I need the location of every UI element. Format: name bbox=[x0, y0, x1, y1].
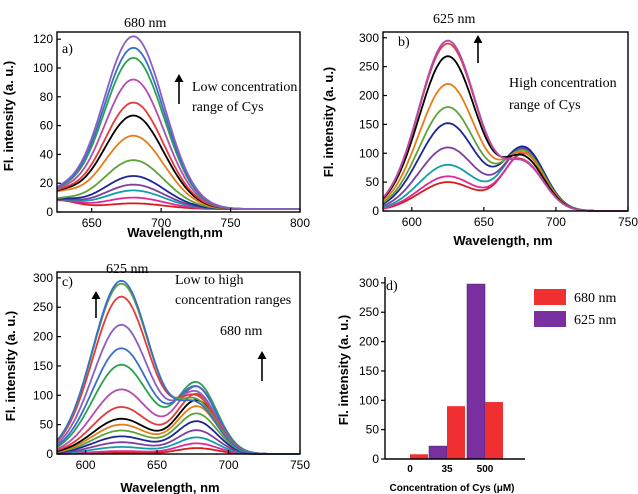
panel-b-ytick-label: 150 bbox=[359, 117, 379, 131]
panel-a-note-line1: Low concentration bbox=[192, 80, 297, 95]
panel-b-xtick-label: 750 bbox=[618, 215, 638, 229]
panel-a-xtick-label: 700 bbox=[151, 216, 171, 230]
panel-c-label: c) bbox=[62, 275, 73, 290]
panel-c-series-line bbox=[56, 282, 300, 455]
panel-b-xtick-label: 650 bbox=[474, 215, 494, 229]
panel-b-label: b) bbox=[398, 35, 410, 50]
panel-c-xtick-label: 650 bbox=[147, 458, 167, 472]
panel-b-peak-annotation: 625 nm bbox=[433, 12, 476, 27]
panel-b-frame bbox=[382, 31, 629, 212]
panel-a-label: a) bbox=[62, 42, 73, 57]
panel-d-axes: 0 35 500 0 50 100 150 200 250 300 bbox=[359, 276, 525, 475]
panel-b-ytick-label: 100 bbox=[359, 146, 379, 160]
panel-d-ytick-label: 100 bbox=[359, 393, 379, 407]
panel-c-xtick-label: 700 bbox=[219, 458, 239, 472]
panel-a-ytick-label: 100 bbox=[33, 61, 53, 75]
panel-d-xlabel: Concentration of Cys (μM) bbox=[389, 483, 514, 494]
panel-c: 0 50 100 150 200 250 300 600 650 700 750 c) 625 nm… bbox=[3, 262, 310, 494]
panel-c-note-line1: Low to high bbox=[175, 273, 243, 288]
panel-a-xlabel: Wavelength,nm bbox=[127, 225, 223, 240]
legend-swatch-625 bbox=[534, 311, 566, 327]
panel-b-arrow-head bbox=[473, 35, 483, 43]
panel-c-ylabel: Fl. intensity (a. u.) bbox=[3, 311, 18, 422]
legend-label-625: 625 nm bbox=[574, 313, 617, 328]
panel-c-ytick-label: 0 bbox=[46, 447, 53, 461]
panel-d-ytick-label: 250 bbox=[359, 305, 379, 319]
panel-d-ytick-label: 300 bbox=[359, 276, 379, 290]
panel-d-category-label: 35 bbox=[441, 464, 453, 475]
panel-b-curves bbox=[382, 39, 628, 212]
panel-c-ytick-label: 50 bbox=[40, 418, 54, 432]
panel-c-ytick-label: 200 bbox=[33, 330, 53, 344]
panel-a-ylabel: Fl. intensity (a. u.) bbox=[1, 61, 16, 172]
panel-b-series-line bbox=[382, 39, 628, 212]
panel-c-xtick-label: 750 bbox=[290, 458, 310, 472]
panel-d-category-label: 0 bbox=[407, 464, 413, 475]
panel-c-peak2-annotation: 680 nm bbox=[220, 324, 263, 339]
panel-c-ytick-label: 300 bbox=[33, 271, 53, 285]
panel-d-label: d) bbox=[386, 279, 398, 294]
panel-c-ytick-label: 150 bbox=[33, 359, 53, 373]
panel-b-ytick-label: 300 bbox=[359, 31, 379, 45]
panel-c-arrow-right-head bbox=[257, 351, 267, 359]
panel-b: 0 50 100 150 200 250 300 600 650 700 750 b) 625 nm… bbox=[321, 12, 638, 248]
panel-d-ytick-label: 150 bbox=[359, 364, 379, 378]
panel-c-ytick-label: 250 bbox=[33, 300, 53, 314]
panel-a-ytick-label: 60 bbox=[40, 119, 54, 133]
panel-b-ytick-label: 50 bbox=[366, 175, 380, 189]
panel-b-note-line2: range of Cys bbox=[509, 98, 581, 113]
panel-c-axes: 0 50 100 150 200 250 300 600 650 700 750 bbox=[33, 271, 310, 472]
panel-a-peak-annotation: 680 nm bbox=[124, 16, 167, 31]
panel-b-series-line bbox=[382, 122, 628, 212]
panel-c-series-line bbox=[56, 442, 300, 455]
panel-b-xlabel: Wavelength, nm bbox=[453, 233, 552, 248]
panel-c-xtick-label: 600 bbox=[76, 458, 96, 472]
panel-a-ytick-label: 120 bbox=[33, 32, 53, 46]
panel-d-bars bbox=[410, 283, 503, 460]
panel-c-xlabel: Wavelength, nm bbox=[120, 480, 219, 494]
panel-b-ytick-label: 250 bbox=[359, 60, 379, 74]
panel-a-arrow-head bbox=[174, 74, 184, 82]
panel-c-arrow-left-head bbox=[91, 291, 101, 299]
panel-b-ytick-label: 200 bbox=[359, 89, 379, 103]
legend-label-680: 680 nm bbox=[574, 291, 617, 306]
panel-a-curves bbox=[56, 35, 300, 210]
panel-a-series-line bbox=[56, 35, 300, 210]
panel-a-ytick-label: 80 bbox=[40, 90, 54, 104]
bar-680-35 bbox=[447, 406, 465, 459]
panel-b-xtick-label: 700 bbox=[546, 215, 566, 229]
panel-a-ytick-label: 20 bbox=[40, 176, 54, 190]
panel-d-ylabel: Fl. intensity (a. u.) bbox=[336, 315, 351, 426]
panel-c-note-line2: concentration ranges bbox=[175, 293, 291, 308]
panel-b-series-line bbox=[382, 42, 628, 212]
panel-b-ytick-label: 0 bbox=[372, 204, 379, 218]
bar-625-500 bbox=[466, 283, 486, 460]
panel-b-ylabel: Fl. intensity (a. u.) bbox=[321, 67, 336, 178]
panel-b-xtick-label: 600 bbox=[402, 215, 422, 229]
legend-swatch-680 bbox=[534, 289, 566, 305]
bar-680-500 bbox=[485, 402, 503, 459]
panel-a-ytick-label: 0 bbox=[46, 205, 53, 219]
panel-d: 0 35 500 0 50 100 150 200 250 300 d) 680 nm 625 n… bbox=[336, 276, 617, 494]
panel-a-ytick-label: 40 bbox=[40, 147, 54, 161]
panel-d-ytick-label: 200 bbox=[359, 335, 379, 349]
panel-a-xtick-label: 800 bbox=[290, 216, 310, 230]
panel-d-ytick-label: 0 bbox=[372, 452, 379, 466]
panel-a-frame bbox=[56, 31, 301, 213]
panel-a-xtick-label: 650 bbox=[82, 216, 102, 230]
bar-625-35 bbox=[428, 445, 448, 460]
panel-d-category-label: 500 bbox=[477, 464, 494, 475]
panel-d-ytick-label: 50 bbox=[366, 423, 380, 437]
panel-c-frame bbox=[56, 271, 301, 455]
bar-680-0 bbox=[410, 454, 428, 459]
panel-a-xtick-label: 750 bbox=[221, 216, 241, 230]
panel-b-axes: 0 50 100 150 200 250 300 600 650 700 750 bbox=[359, 31, 638, 229]
panel-a: 0 20 40 60 80 100 120 650 700 750 800 a) 680 nm Lo… bbox=[1, 16, 310, 240]
panel-c-ytick-label: 100 bbox=[33, 388, 53, 402]
panel-a-axes: 0 20 40 60 80 100 120 650 700 750 800 bbox=[33, 31, 310, 230]
panel-a-note-line2: range of Cys bbox=[192, 100, 264, 115]
panel-c-peak-annotation: 625 nm bbox=[106, 262, 149, 277]
panel-b-note-line1: High concentration bbox=[509, 76, 617, 91]
